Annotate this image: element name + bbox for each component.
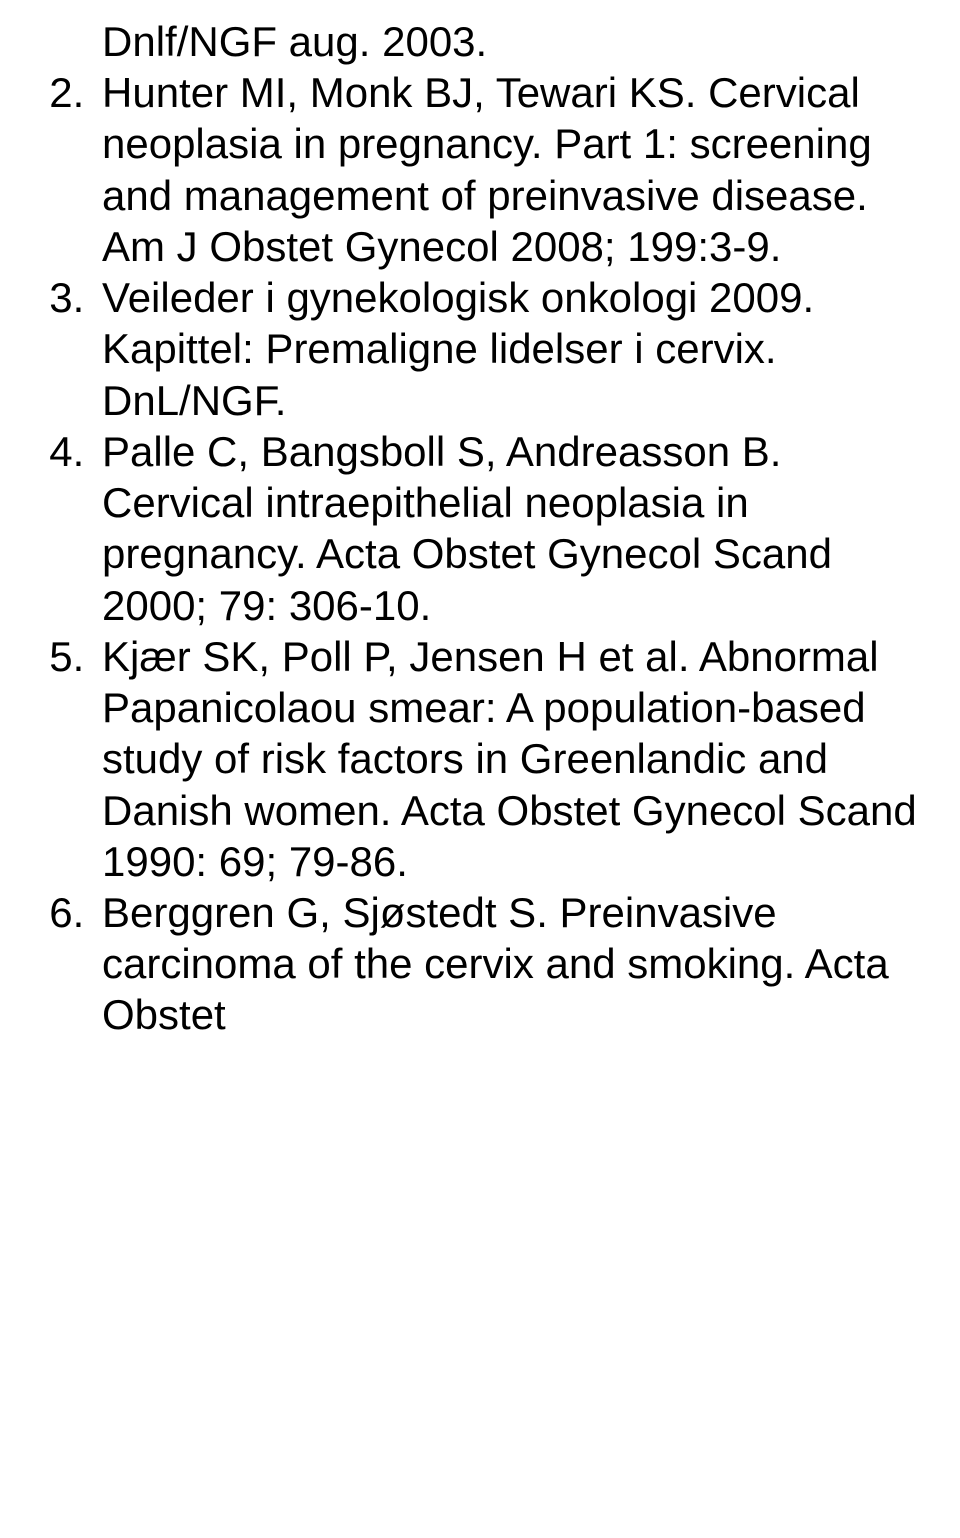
reference-text: Palle C, Bangsboll S, Andreasson B. Cerv… bbox=[102, 428, 832, 629]
reference-item: Hunter MI, Monk BJ, Tewari KS. Cervical … bbox=[96, 67, 936, 272]
reference-text: Veileder i gynekologisk onkologi 2009. K… bbox=[102, 274, 814, 423]
reference-item: Berggren G, Sjøstedt S. Preinvasive carc… bbox=[96, 887, 936, 1041]
reference-item: Palle C, Bangsboll S, Andreasson B. Cerv… bbox=[96, 426, 936, 631]
reference-text: Hunter MI, Monk BJ, Tewari KS. Cervical … bbox=[102, 69, 872, 270]
reference-text: Kjær SK, Poll P, Jensen H et al. Abnorma… bbox=[102, 633, 917, 885]
reference-list: Hunter MI, Monk BJ, Tewari KS. Cervical … bbox=[24, 67, 936, 1040]
reference-text: Berggren G, Sjøstedt S. Preinvasive carc… bbox=[102, 889, 889, 1038]
reference-item: Kjær SK, Poll P, Jensen H et al. Abnorma… bbox=[96, 631, 936, 887]
continuation-line: Dnlf/NGF aug. 2003. bbox=[102, 16, 936, 67]
reference-item: Veileder i gynekologisk onkologi 2009. K… bbox=[96, 272, 936, 426]
